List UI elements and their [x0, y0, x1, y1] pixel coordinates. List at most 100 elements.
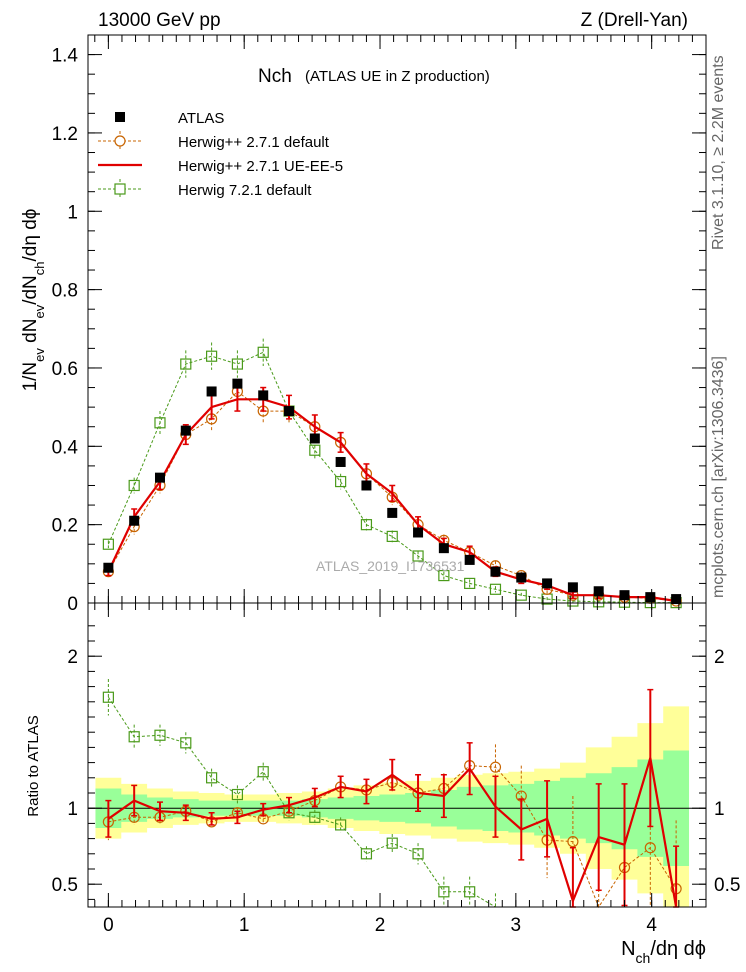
- herwig7-main-point: [257, 346, 269, 358]
- atlas-data-point: [309, 433, 320, 444]
- atlas-data-point: [258, 390, 269, 401]
- herwig7-ratio-point: [102, 691, 114, 703]
- ratio-y-tick-label: 2: [67, 647, 78, 668]
- herwig7-main-point: [309, 444, 321, 456]
- title-sub: (ATLAS UE in Z production): [305, 68, 490, 85]
- atlas-data-point: [206, 386, 217, 397]
- legend-label: Herwig 7.2.1 default: [178, 182, 312, 199]
- atlas-data-point: [413, 527, 424, 538]
- atlas-data-point: [335, 456, 346, 467]
- herwig7-main-point: [128, 479, 140, 492]
- herwigpp-default-ratio-point: [567, 836, 579, 848]
- mcplots-label: mcplots.cern.ch [arXiv:1306.3436]: [710, 356, 727, 598]
- herwig7-ratio-point: [154, 729, 166, 741]
- ratio-y-tick-label: 1: [67, 799, 78, 820]
- herwig7-ratio-point: [257, 766, 269, 778]
- herwig7-main-point: [206, 350, 218, 362]
- x-tick-label: 2: [375, 915, 386, 936]
- herwig7-ratio-point: [309, 811, 321, 823]
- legend-swatch-marker: [114, 183, 126, 195]
- atlas-data-point: [645, 592, 656, 603]
- legend-label: ATLAS: [178, 110, 224, 127]
- ratio-y-tick-label-right: 0.5: [714, 875, 740, 896]
- ratio-y-tick-label-right: 2: [714, 647, 725, 668]
- x-tick-label: 0: [103, 915, 114, 936]
- herwig7-ratio-point: [438, 886, 450, 898]
- herwig7-main-point: [464, 577, 476, 590]
- herwig7-ratio-point: [128, 731, 140, 743]
- herwig7-main-point: [180, 358, 192, 370]
- atlas-data-point: [387, 507, 398, 518]
- herwig7-ratio-point: [335, 819, 347, 831]
- atlas-data-point: [464, 554, 475, 565]
- rivet-label: Rivet 3.1.10, ≥ 2.2M events: [710, 55, 727, 250]
- y-tick-label: 0: [67, 594, 78, 615]
- title-main: Nch: [258, 66, 292, 87]
- x-tick-label: 1: [239, 915, 250, 936]
- herwig7-main-point: [154, 417, 166, 429]
- ratio-y-tick-label-right: 1: [714, 799, 725, 820]
- header-left: 13000 GeV pp: [98, 10, 221, 31]
- x-axis-title: Nch/dη dϕ: [621, 938, 706, 966]
- atlas-data-point: [542, 578, 553, 589]
- herwig7-ratio-point: [180, 737, 192, 749]
- herwig7-ratio-point: [412, 848, 424, 860]
- y-tick-label: 0.8: [52, 281, 78, 302]
- herwig7-ratio-point: [231, 788, 244, 801]
- atlas-data-point: [284, 406, 295, 417]
- herwig7-main-point: [386, 530, 398, 543]
- legend: ATLAS Herwig++ 2.7.1 default Herwig++ 2.7.…: [98, 110, 343, 199]
- herwigpp-default-ratio-point: [644, 842, 656, 854]
- atlas-data-point: [671, 594, 682, 605]
- main-panel-series: [102, 338, 682, 609]
- ratio-uncertainty-bands: [88, 706, 706, 907]
- legend-entry: ATLAS: [115, 110, 224, 127]
- legend-swatch-atlas: [115, 112, 125, 122]
- y-tick-label: 0.6: [52, 359, 78, 380]
- y-tick-label: 1: [67, 202, 78, 223]
- herwig7-main-point: [231, 358, 244, 370]
- atlas-data-point: [490, 566, 501, 577]
- y-axis-title-main: 1/Nev dNev/dNch/dη dϕ: [20, 209, 47, 392]
- atlas-data-point: [103, 562, 114, 573]
- herwig7-ratio-point: [206, 772, 218, 784]
- herwig7-ratio-point: [360, 848, 373, 860]
- legend-label: Herwig++ 2.7.1 UE-EE-5: [178, 158, 343, 175]
- herwig7-main-point: [489, 583, 502, 595]
- herwig7-ratio-point: [386, 837, 398, 849]
- atlas-data-point: [180, 425, 191, 436]
- atlas-data-point: [567, 582, 578, 593]
- atlas-data-point: [129, 515, 140, 526]
- x-tick-label: 3: [511, 915, 522, 936]
- y-tick-label: 1.4: [52, 46, 79, 67]
- atlas-data-point: [361, 480, 372, 491]
- herwig7-ratio-point: [464, 886, 476, 898]
- ratio-y-tick-label: 0.5: [52, 875, 78, 896]
- atlas-data-point: [593, 586, 604, 597]
- legend-entry: Herwig 7.2.1 default: [98, 179, 312, 199]
- header-right: Z (Drell-Yan): [581, 10, 688, 31]
- herwig7-main-point: [438, 569, 450, 582]
- plot-title: Nch (ATLAS UE in Z production): [258, 66, 490, 87]
- atlas-data-point: [438, 543, 449, 554]
- x-tick-label: 4: [646, 915, 657, 936]
- legend-swatch-marker: [114, 135, 126, 147]
- analysis-watermark: ATLAS_2019_I1736531: [316, 558, 465, 574]
- atlas-data-point: [619, 590, 630, 601]
- y-axis-title-ratio: Ratio to ATLAS: [25, 715, 42, 816]
- legend-label: Herwig++ 2.7.1 default: [178, 134, 330, 151]
- legend-entry: Herwig++ 2.7.1 UE-EE-5: [98, 158, 343, 175]
- herwigpp-default-ratio-point: [489, 761, 502, 773]
- ratio-panel-frame: [87, 602, 707, 908]
- atlas-data-point: [232, 378, 243, 389]
- y-tick-label: 1.2: [52, 124, 78, 145]
- y-tick-label: 0.2: [52, 516, 78, 537]
- herwig7-main-point: [412, 550, 424, 562]
- axes: 0 0.2 0.4 0.6 0.8 1 1.2 1.4 0.5 0.5 1 1 2 2 0 1 2 3 4: [52, 34, 740, 936]
- herwig7-main-point: [360, 519, 373, 531]
- herwig7-main-point: [102, 538, 114, 550]
- atlas-data-point: [154, 472, 165, 483]
- legend-entry: Herwig++ 2.7.1 default: [98, 131, 330, 151]
- atlas-data-point: [516, 572, 527, 583]
